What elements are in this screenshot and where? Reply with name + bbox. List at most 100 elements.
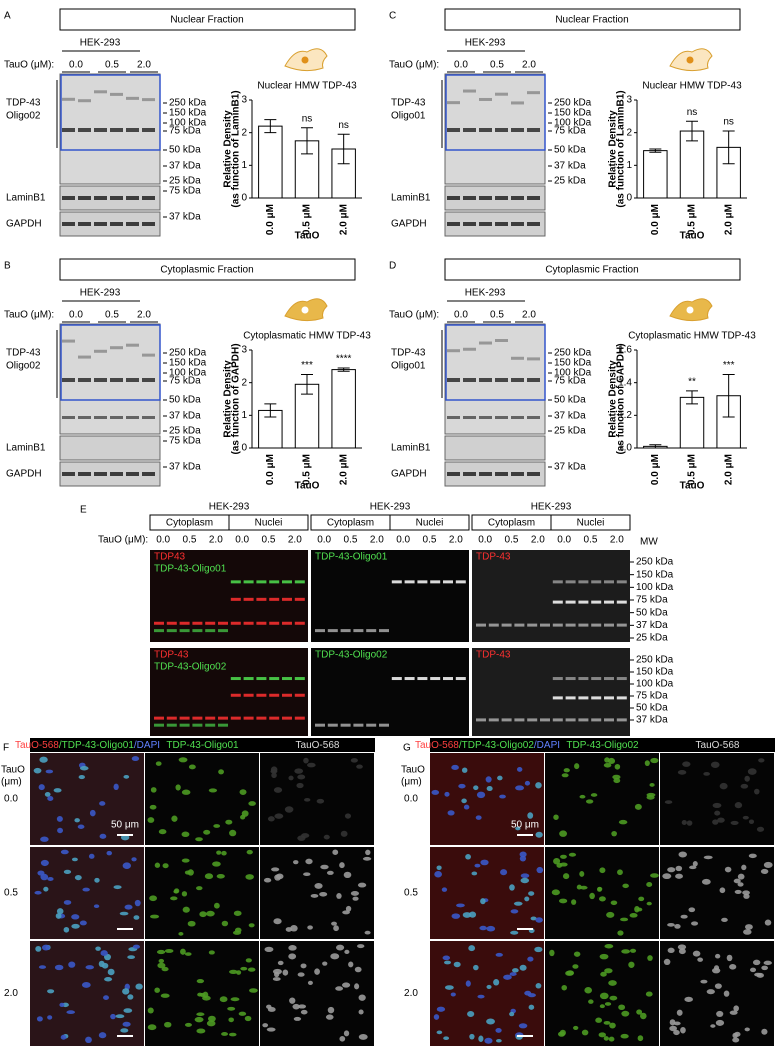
cell bbox=[750, 967, 757, 973]
cell bbox=[316, 798, 325, 804]
cell bbox=[123, 774, 130, 779]
cell bbox=[282, 969, 289, 976]
cell bbox=[113, 885, 122, 890]
row-label: 0.0 bbox=[404, 794, 418, 805]
cell bbox=[292, 1003, 300, 1010]
cell bbox=[760, 868, 769, 874]
band bbox=[327, 723, 338, 727]
cell bbox=[519, 964, 527, 971]
cell bbox=[322, 961, 328, 966]
cell bbox=[527, 956, 534, 962]
cell bbox=[293, 860, 299, 865]
cell bbox=[604, 1002, 612, 1006]
cell bbox=[748, 819, 755, 825]
cell bbox=[345, 905, 352, 912]
marker: 50 kDa bbox=[636, 607, 668, 618]
cell bbox=[617, 930, 624, 936]
dose: 0.0 bbox=[557, 535, 571, 546]
cell bbox=[78, 775, 85, 780]
cell bbox=[180, 948, 186, 955]
band bbox=[78, 196, 91, 200]
blot-label: LaminB1 bbox=[391, 193, 431, 204]
cell bbox=[164, 948, 174, 953]
band bbox=[552, 580, 563, 584]
band bbox=[256, 621, 267, 625]
micrograph bbox=[145, 847, 259, 939]
cell bbox=[519, 851, 527, 858]
band bbox=[353, 629, 364, 633]
dose: 0.5 bbox=[423, 535, 437, 546]
cell bbox=[572, 964, 579, 969]
marker: 75 kDa bbox=[169, 186, 201, 197]
cell bbox=[343, 871, 352, 879]
cell bbox=[288, 775, 294, 781]
bar bbox=[679, 396, 705, 449]
cell bbox=[688, 907, 696, 913]
band bbox=[179, 621, 190, 625]
cell bbox=[340, 830, 348, 837]
cell bbox=[354, 983, 360, 990]
cell bbox=[290, 925, 298, 932]
band bbox=[294, 597, 305, 601]
cell bbox=[461, 798, 467, 804]
band bbox=[476, 623, 486, 627]
cell bbox=[496, 1038, 502, 1043]
cell bbox=[221, 920, 229, 927]
cell bbox=[714, 810, 721, 816]
band bbox=[476, 718, 486, 722]
cell bbox=[676, 1009, 683, 1016]
cell bbox=[304, 797, 311, 802]
band bbox=[256, 677, 267, 681]
cell bbox=[558, 898, 568, 904]
band bbox=[243, 693, 254, 697]
band bbox=[282, 677, 292, 681]
header: TauO-568 bbox=[296, 740, 340, 751]
cell bbox=[124, 904, 133, 910]
cell bbox=[579, 794, 586, 799]
cell bbox=[236, 970, 242, 975]
cell bbox=[629, 913, 638, 918]
error-bar bbox=[722, 130, 735, 165]
cell bbox=[573, 1025, 579, 1030]
band bbox=[430, 677, 441, 681]
cell bbox=[524, 990, 532, 996]
y-tick-label: 3 bbox=[241, 345, 247, 356]
cell bbox=[644, 760, 650, 767]
cell bbox=[474, 863, 481, 868]
error-bar bbox=[722, 374, 735, 418]
gel-label: TDP43 bbox=[154, 552, 186, 563]
marker: 250 kDa bbox=[554, 98, 592, 109]
cell bbox=[436, 1006, 446, 1012]
cell bbox=[298, 1004, 307, 1009]
marker: 50 kDa bbox=[554, 395, 586, 406]
marker: 37 kDa bbox=[554, 462, 586, 473]
cell bbox=[162, 863, 169, 869]
blot-label: GAPDH bbox=[391, 219, 427, 230]
band bbox=[166, 723, 177, 727]
cell bbox=[719, 887, 726, 894]
dose: 0.0 bbox=[478, 535, 492, 546]
cell bbox=[566, 970, 574, 976]
band bbox=[366, 629, 377, 633]
gel-image bbox=[472, 648, 630, 736]
dose: 2.0 bbox=[209, 535, 223, 546]
cell bbox=[339, 862, 345, 869]
cell bbox=[246, 849, 253, 855]
marker: 25 kDa bbox=[554, 426, 586, 437]
cell bbox=[56, 908, 64, 915]
nucleus-icon bbox=[301, 56, 309, 64]
cell bbox=[584, 987, 593, 994]
cell bbox=[47, 877, 54, 881]
cell bbox=[528, 1004, 535, 1010]
cell bbox=[535, 831, 543, 838]
band bbox=[154, 723, 164, 727]
band bbox=[269, 621, 280, 625]
band bbox=[591, 623, 602, 627]
band bbox=[447, 101, 460, 105]
row-label: 0.5 bbox=[4, 888, 18, 899]
cell bbox=[171, 815, 178, 822]
cell bbox=[63, 869, 72, 875]
cell bbox=[288, 944, 297, 951]
marker: 25 kDa bbox=[554, 176, 586, 187]
cell bbox=[515, 826, 521, 831]
